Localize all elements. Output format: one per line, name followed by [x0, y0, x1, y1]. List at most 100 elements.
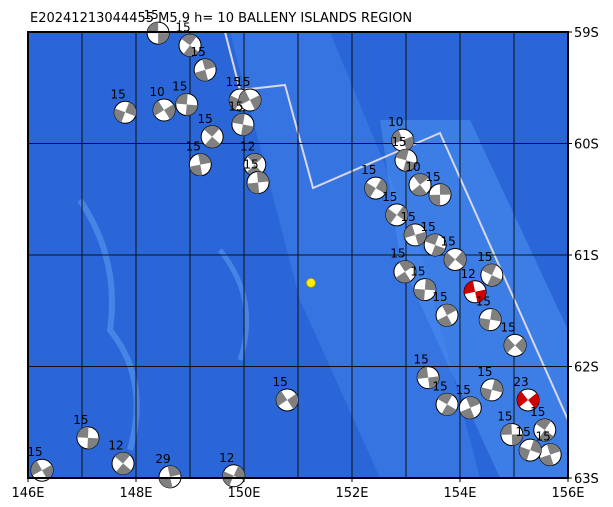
beachball-quadrant — [202, 58, 216, 70]
beachball-quadrant — [538, 430, 554, 442]
beachball-quadrant — [479, 317, 491, 331]
lon-tick-label: 154E — [443, 486, 476, 501]
lon-tick-label: 146E — [11, 486, 44, 501]
depth-label: 15 — [432, 290, 447, 304]
focal-mechanism: 15 — [413, 353, 440, 390]
depth-label: 15 — [172, 79, 187, 93]
depth-label: 15 — [432, 379, 447, 393]
depth-label: 15 — [111, 87, 126, 101]
depth-label: 15 — [410, 265, 425, 279]
depth-label: 15 — [425, 170, 440, 184]
depth-label: 15 — [477, 250, 492, 264]
beachball-quadrant — [76, 426, 89, 438]
focal-mechanism: 15 — [432, 379, 459, 416]
beachball-quadrant — [519, 446, 531, 461]
beachball-quadrant — [424, 233, 439, 245]
depth-label: 15 — [273, 375, 288, 389]
focal-mechanism: 15 — [73, 413, 100, 450]
beachball-quadrant — [403, 160, 417, 172]
beachball-quadrant — [114, 452, 131, 464]
beachball-quadrant — [256, 171, 269, 183]
depth-label: 15 — [197, 112, 212, 126]
beachball-quadrant — [229, 95, 241, 110]
beachball-quadrant — [413, 288, 425, 301]
focal-mechanism: 15 — [175, 20, 202, 57]
beachball-quadrant — [424, 278, 436, 291]
focal-mechanism: 15 — [243, 158, 270, 195]
focal-mechanism: 15 — [273, 375, 299, 412]
map-title: E20241213044455 M5.9 h= 10 BALLENY ISLAN… — [30, 11, 412, 26]
beachball-quadrant — [125, 102, 137, 117]
depth-label: 15 — [186, 140, 201, 154]
beachball-quadrant — [491, 379, 503, 393]
beachball-quadrant — [417, 366, 429, 379]
beachball-quadrant — [42, 464, 54, 480]
focal-mechanism: 15 — [410, 265, 437, 302]
beachball-quadrant — [364, 182, 376, 198]
beachball-quadrant — [517, 391, 529, 407]
beachball-quadrant — [413, 173, 429, 185]
beachball-quadrant — [490, 308, 502, 322]
depth-label: 15 — [382, 190, 397, 204]
focal-mechanism: 15 — [477, 365, 504, 402]
beachball-quadrant — [203, 125, 220, 137]
lon-tick-label: 156E — [551, 486, 584, 501]
depth-label: 15 — [516, 425, 531, 439]
focal-mechanism: 15 — [111, 87, 137, 124]
depth-label: 15 — [175, 20, 190, 34]
beachball-quadrant — [247, 153, 263, 165]
depth-label: 15 — [401, 210, 416, 224]
focal-mechanism: 15 — [382, 190, 409, 227]
beachball-quadrant — [198, 153, 212, 165]
beachball-quadrant — [546, 443, 561, 455]
focal-mechanism: 12 — [240, 140, 267, 177]
depth-label: 15 — [226, 75, 241, 89]
beachball-quadrant — [183, 45, 199, 57]
beachball-quadrant — [233, 465, 245, 481]
beachball-quadrant — [441, 304, 457, 316]
beachball-quadrant — [441, 404, 457, 416]
depth-label: 15 — [228, 100, 243, 114]
depth-label: 15 — [530, 405, 545, 419]
beachball-quadrant — [465, 396, 481, 408]
beachball-quadrant — [31, 460, 43, 476]
lat-tick-label: 61S — [574, 249, 599, 264]
depth-label: 10 — [388, 115, 403, 129]
lat-tick-label: 59S — [574, 26, 599, 41]
focal-mechanism: 12 — [108, 439, 135, 476]
focal-mechanism: 15 — [228, 100, 255, 137]
focal-mechanism: 15 — [401, 210, 427, 247]
focal-mechanism: 15 — [235, 75, 262, 112]
depth-label: 15 — [500, 320, 515, 334]
focal-mechanism: 15 — [536, 430, 562, 467]
depth-label: 15 — [27, 445, 42, 459]
focal-mechanism: 15 — [497, 410, 524, 447]
depth-label: 12 — [240, 140, 255, 154]
beachball-quadrant — [194, 69, 209, 81]
beachball-quadrant — [185, 104, 198, 116]
beachball-quadrant — [455, 251, 467, 267]
plate-boundary — [224, 32, 568, 421]
focal-mechanism: 15 — [432, 290, 459, 327]
beachball-quadrant — [232, 113, 245, 125]
beachball-quadrant — [437, 315, 453, 327]
focal-mechanism: 15 — [197, 112, 224, 149]
beachball-quadrant — [404, 224, 416, 239]
depth-label: 15 — [536, 430, 551, 444]
beachball-quadrant — [238, 90, 250, 106]
beachball-quadrant — [500, 423, 512, 435]
beachball-quadrant — [247, 182, 260, 194]
beachball-quadrant — [464, 281, 476, 295]
beachball-quadrant — [159, 476, 173, 488]
depth-label: 15 — [235, 75, 250, 89]
beachball-quadrant — [428, 376, 440, 389]
beachball-quadrant — [114, 108, 126, 123]
beachball-quadrant — [276, 390, 288, 407]
beachball-quadrant — [249, 95, 261, 110]
beachball-quadrant — [158, 33, 170, 45]
beachball-quadrant — [398, 260, 415, 272]
depth-label: 15 — [73, 413, 88, 427]
depth-label: 23 — [513, 375, 528, 389]
focal-mechanism: 15 — [440, 234, 467, 271]
